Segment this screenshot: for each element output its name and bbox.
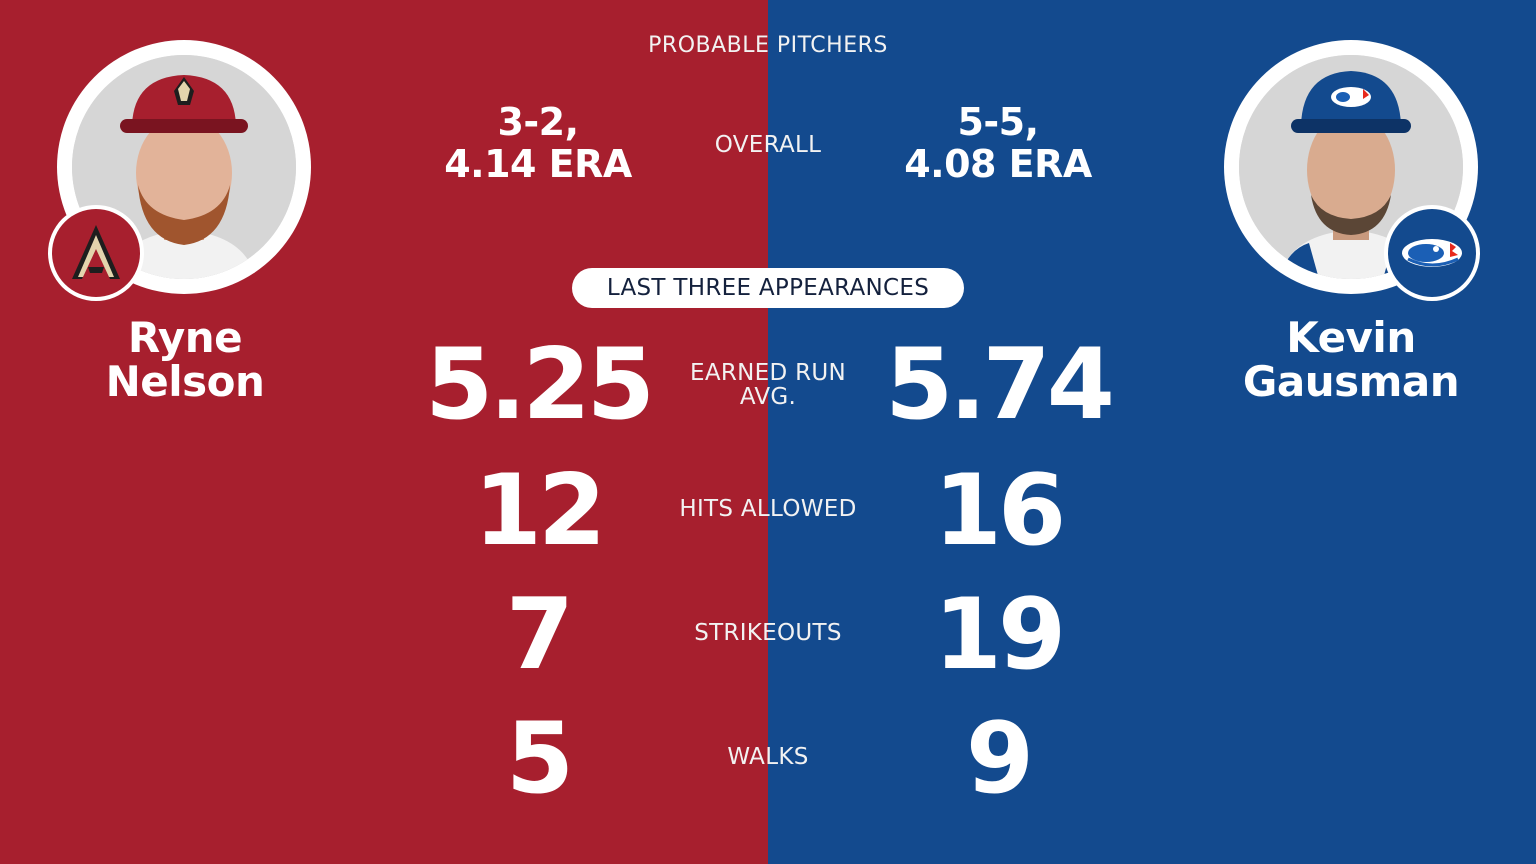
- era-label-line1: EARNED RUN: [689, 360, 847, 386]
- right-pitcher-photo: [1224, 40, 1478, 294]
- blue-jays-logo-icon: [1384, 205, 1480, 301]
- right-pitcher-portrait: [1239, 55, 1463, 279]
- overall-label: OVERALL: [714, 132, 822, 158]
- left-pitcher-portrait: [72, 55, 296, 279]
- right-pitcher-first-name: Kevin: [1286, 313, 1416, 362]
- right-walks-value: 9: [965, 702, 1034, 816]
- graphic-title: PROBABLE PITCHERS: [648, 33, 888, 58]
- hits-allowed-label: HITS ALLOWED: [679, 496, 857, 522]
- right-pitcher-last-name: Gausman: [1242, 357, 1460, 406]
- left-walks-value: 5: [505, 702, 574, 816]
- right-strikeouts-value: 19: [933, 578, 1066, 692]
- right-record-line1: 5-5,: [957, 100, 1039, 144]
- left-hits-value: 12: [473, 454, 606, 568]
- left-overall-record: 3-2, 4.14 ERA: [408, 101, 668, 185]
- walks-label: WALKS: [727, 744, 809, 770]
- strikeouts-label: STRIKEOUTS: [694, 620, 842, 646]
- diamondbacks-logo-icon: [48, 205, 144, 301]
- left-strikeouts-value: 7: [505, 578, 574, 692]
- left-pitcher-last-name: Nelson: [105, 357, 265, 406]
- era-label: EARNED RUN AVG.: [618, 361, 918, 409]
- right-pitcher-name: Kevin Gausman: [1201, 316, 1501, 404]
- last-three-appearances-badge: LAST THREE APPEARANCES: [572, 268, 964, 308]
- era-label-line2: AVG.: [739, 384, 797, 410]
- right-overall-record: 5-5, 4.08 ERA: [868, 101, 1128, 185]
- left-pitcher-name: Ryne Nelson: [35, 316, 335, 404]
- left-pitcher-first-name: Ryne: [127, 313, 243, 362]
- left-record-line2: 4.14 ERA: [444, 142, 632, 186]
- left-record-line1: 3-2,: [497, 100, 579, 144]
- right-era-value: 5.74: [885, 328, 1115, 442]
- right-hits-value: 16: [933, 454, 1066, 568]
- right-record-line2: 4.08 ERA: [904, 142, 1092, 186]
- left-era-value: 5.25: [425, 328, 655, 442]
